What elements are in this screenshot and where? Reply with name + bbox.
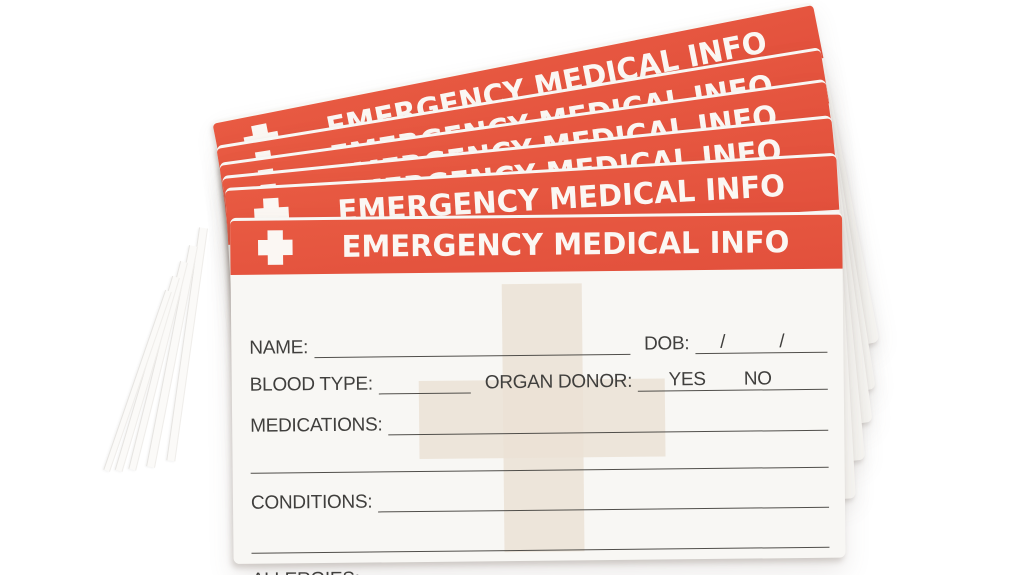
card-title: EMERGENCY MEDICAL INFO <box>341 224 790 265</box>
blank-line-row <box>232 442 844 474</box>
organ-donor-label: ORGAN DONOR: <box>484 370 633 394</box>
blood-type-label: BLOOD TYPE: <box>249 373 373 396</box>
dob-line: / / <box>695 331 828 355</box>
name-dob-row: NAME: DOB: / / <box>231 327 843 359</box>
dob-label: DOB: <box>643 333 690 355</box>
continuation-line <box>251 546 830 554</box>
conditions-line <box>378 506 830 513</box>
organ-donor-yes: YES <box>668 369 706 391</box>
name-label: NAME: <box>249 337 309 359</box>
medical-info-card-behind-1: EMERGENCY MEDICAL INFO <box>225 152 856 534</box>
medical-info-card-front: EMERGENCY MEDICAL INFO NAME: DOB: / / BL… <box>230 211 846 575</box>
conditions-label: CONDITIONS: <box>250 491 373 514</box>
allergies-label: ALLERGIES: <box>252 569 366 575</box>
conditions-row: CONDITIONS: <box>233 482 845 514</box>
dob-slash: / <box>720 331 726 353</box>
blank-line-row <box>233 522 845 554</box>
organ-donor-line: YES NO <box>638 368 828 392</box>
medications-label: MEDICATIONS: <box>250 414 383 437</box>
allergies-row: ALLERGIES: <box>234 559 846 575</box>
bloodtype-donor-row: BLOOD TYPE: ORGAN DONOR: YES NO <box>232 364 844 396</box>
medications-row: MEDICATIONS: <box>232 405 844 437</box>
card-body: NAME: DOB: / / BLOOD TYPE: ORGAN DONOR: … <box>231 269 846 575</box>
dob-slash: / <box>779 331 785 353</box>
card-header-band: EMERGENCY MEDICAL INFO <box>225 155 840 245</box>
organ-donor-no: NO <box>743 368 772 390</box>
medical-cross-icon <box>257 230 293 265</box>
name-line <box>314 353 631 359</box>
medical-cross-icon <box>253 197 290 234</box>
card-header-band: EMERGENCY MEDICAL INFO <box>230 214 843 275</box>
